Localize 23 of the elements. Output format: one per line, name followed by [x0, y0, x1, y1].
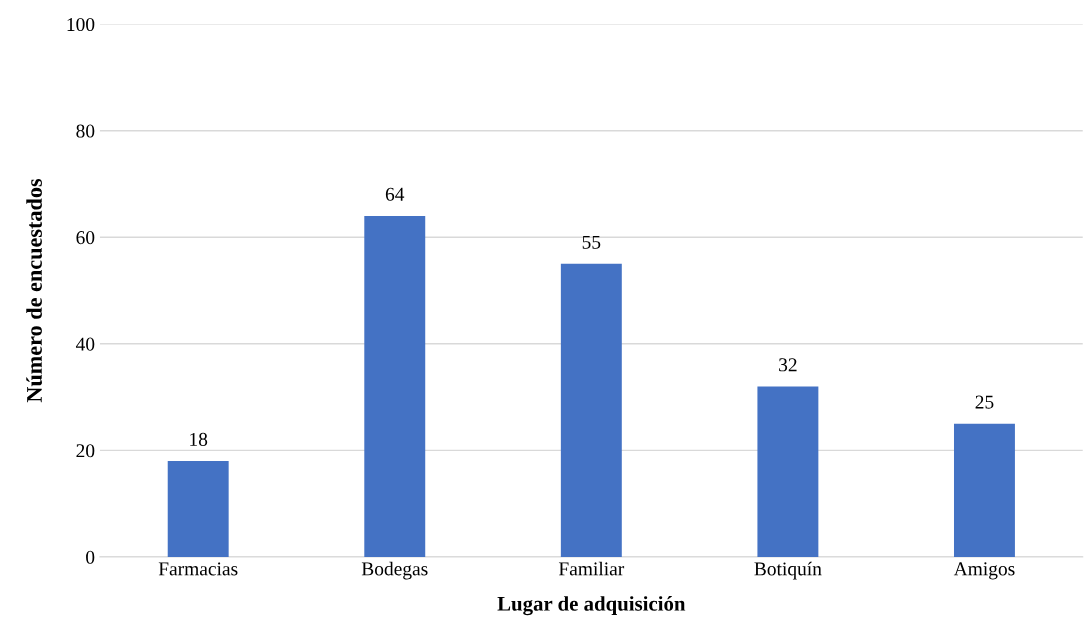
data-label: 25 [975, 395, 994, 409]
y-tick-label: 80 [76, 124, 95, 138]
bar [953, 423, 1015, 557]
bar [560, 263, 622, 557]
x-axis-title: Lugar de adquisición [497, 596, 686, 616]
bar [364, 215, 426, 557]
y-tick-label: 60 [76, 231, 95, 245]
x-tick-label: Bodegas [361, 561, 428, 580]
bar [167, 461, 229, 557]
y-tick-label: 20 [76, 444, 95, 458]
y-tick-label: 0 [86, 550, 95, 564]
x-tick-label: Botiquín [754, 561, 822, 580]
data-label: 64 [385, 187, 405, 201]
data-label: 18 [190, 432, 208, 446]
x-tick-label: Amigos [953, 562, 1015, 580]
data-label: 55 [582, 235, 601, 249]
y-tick-label: 40 [75, 337, 95, 351]
x-tick-label: Familiar [558, 561, 625, 576]
y-axis-title: Número de encuestados [26, 178, 42, 403]
y-tick-label: 100 [67, 17, 95, 32]
bar [757, 386, 819, 557]
x-tick-label: Farmacias [158, 562, 238, 576]
data-label: 32 [779, 358, 797, 372]
